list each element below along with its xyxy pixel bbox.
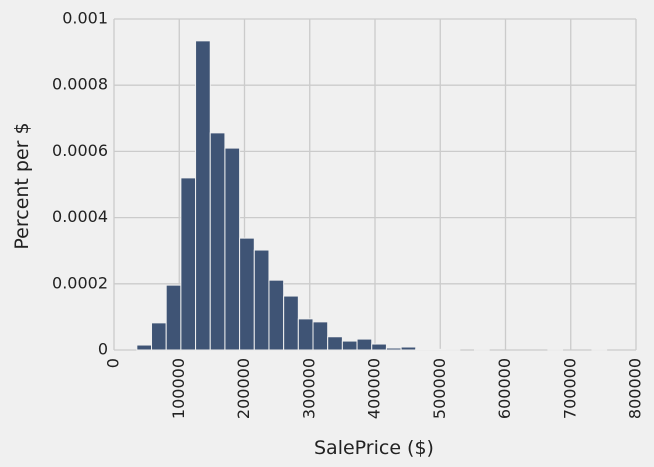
bar <box>371 343 387 351</box>
bar <box>224 147 241 351</box>
bar <box>356 338 373 351</box>
bar <box>268 279 285 351</box>
bar <box>283 295 299 351</box>
bar <box>429 348 446 351</box>
bar <box>400 346 417 351</box>
bar <box>341 340 358 351</box>
bar <box>165 284 182 351</box>
x-tick-label: 700000 <box>560 358 579 419</box>
bar <box>136 344 153 351</box>
x-axis-label: SalePrice ($) <box>314 437 434 459</box>
y-tick-label: 0 <box>98 340 108 359</box>
bar <box>151 322 167 351</box>
bar <box>297 318 314 351</box>
y-tick-label: 0.0008 <box>52 75 108 94</box>
bar <box>327 336 343 351</box>
x-tick-label: 200000 <box>234 358 253 419</box>
y-tick-label: 0.001 <box>62 9 108 28</box>
bar <box>195 40 211 351</box>
x-tick-label: 600000 <box>495 358 514 419</box>
bar <box>312 321 329 351</box>
bar <box>415 348 431 351</box>
x-tick-label: 800000 <box>626 358 645 419</box>
x-tick-label: 400000 <box>365 358 384 419</box>
x-tick-label: 500000 <box>430 358 449 419</box>
bar <box>253 249 270 351</box>
x-tick-label: 300000 <box>299 358 318 419</box>
y-tick-label: 0.0004 <box>52 207 108 226</box>
bar <box>209 132 226 351</box>
y-tick-label: 0.0006 <box>52 141 108 160</box>
x-tick-label: 0 <box>104 358 123 368</box>
bar <box>239 237 255 351</box>
x-tick-label: 100000 <box>169 358 188 419</box>
y-axis-label: Percent per $ <box>11 122 33 249</box>
y-tick-label: 0.0002 <box>52 273 108 292</box>
bar <box>385 347 402 351</box>
bar <box>180 177 197 351</box>
